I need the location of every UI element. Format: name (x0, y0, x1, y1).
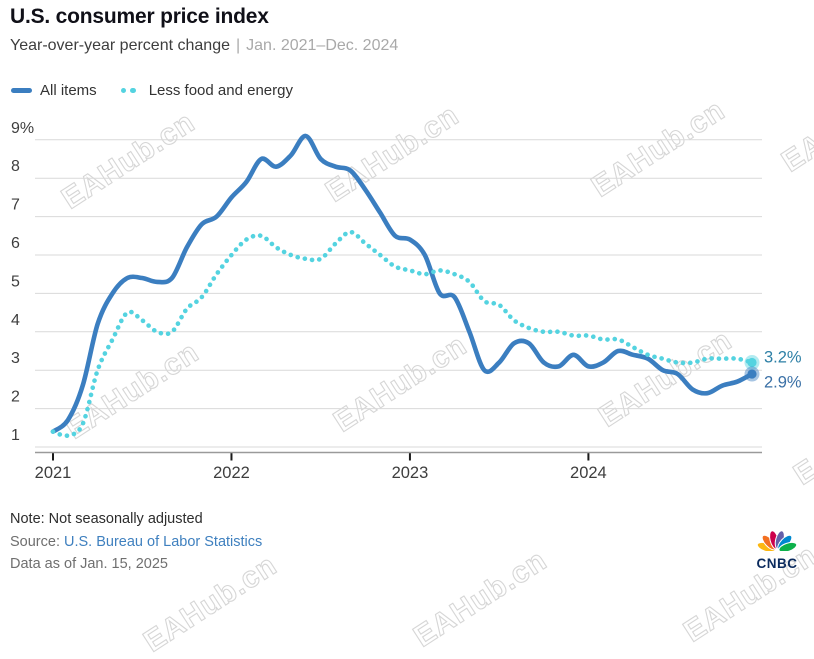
legend-dot-icon (120, 87, 127, 94)
x-axis-label: 2021 (35, 464, 72, 482)
chart-legend: All items Less food and energy (11, 82, 293, 99)
y-axis-label: 9% (11, 120, 34, 137)
footnote: Note: Not seasonally adjusted (10, 511, 203, 527)
end-dot (747, 357, 757, 368)
x-axis-label: 2023 (392, 464, 429, 482)
source-line: Source: U.S. Bureau of Labor Statistics (10, 534, 262, 550)
chart-subtitle: Year-over-year percent change | Jan. 2021–… (10, 37, 398, 55)
cpi-line-chart: 1 2 3 4 5 6 7 8 9% 2021 2022 2023 2024 3.2% 2.9% (11, 120, 802, 482)
y-axis-label: 4 (11, 312, 20, 329)
legend-item-all-items: All items (11, 82, 97, 99)
legend-item-core: Less food and energy (97, 82, 293, 99)
y-axis-label: 8 (11, 158, 20, 175)
y-axis-label: 6 (11, 235, 20, 252)
legend-label-core: Less food and energy (148, 82, 293, 99)
page-title: U.S. consumer price index (10, 5, 269, 28)
subtitle-date-range: Jan. 2021–Dec. 2024 (246, 37, 399, 54)
x-axis-label: 2024 (570, 464, 607, 482)
end-value-label: 3.2% (764, 349, 802, 367)
watermark: EAHub.cn (407, 543, 553, 654)
end-value-label: 2.9% (764, 374, 802, 392)
x-axis-label: 2022 (213, 464, 250, 482)
y-axis-label: 1 (11, 427, 20, 444)
legend-marker-all-items (11, 88, 32, 93)
source-label: Source: (10, 534, 60, 550)
source-link[interactable]: U.S. Bureau of Labor Statistics (64, 534, 263, 550)
end-dot (747, 369, 757, 379)
data-as-of: Data as of Jan. 15, 2025 (10, 556, 168, 572)
y-axis-label: 3 (11, 350, 20, 367)
legend-dot-icon (130, 87, 136, 94)
series-line-all-items (50, 133, 755, 434)
y-axis-label: 5 (11, 273, 20, 290)
cnbc-wordmark: CNBC (756, 556, 798, 571)
legend-marker-core (120, 87, 136, 94)
cnbc-peacock-icon (756, 530, 798, 553)
series-line-less-food-and-energy (50, 229, 755, 439)
subtitle-main: Year-over-year percent change (10, 37, 230, 54)
y-axis-label: 2 (11, 389, 20, 406)
y-axis-label: 7 (11, 197, 20, 214)
subtitle-separator: | (235, 37, 241, 54)
legend-label-all-items: All items (40, 82, 97, 99)
cnbc-logo: CNBC (752, 527, 802, 571)
